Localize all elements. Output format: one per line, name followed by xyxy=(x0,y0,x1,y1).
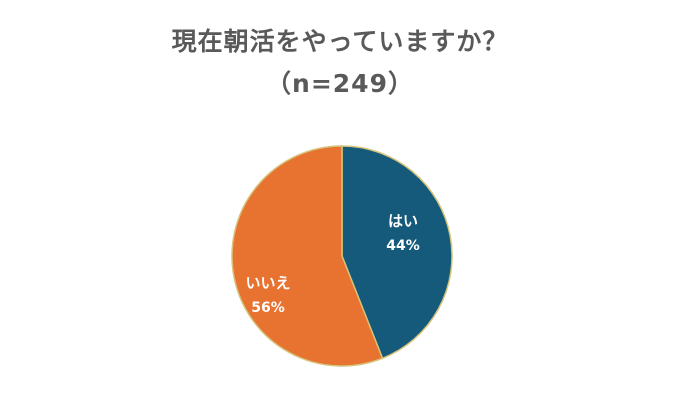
pie-slice-no xyxy=(231,145,384,367)
slice-label-yes: はい xyxy=(388,212,418,230)
chart-title: 現在朝活をやっていますか？ xyxy=(171,27,509,56)
pie-slice-yes xyxy=(341,145,453,360)
slice-label-no: いいえ xyxy=(245,274,290,292)
slice-percent-yes: 44% xyxy=(386,238,420,254)
chart-subtitle: （n=249） xyxy=(266,69,414,98)
slice-percent-no: 56% xyxy=(251,300,285,316)
